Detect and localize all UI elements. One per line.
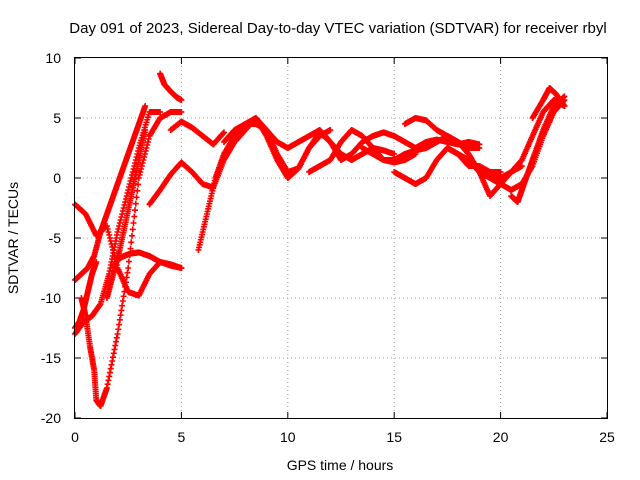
- ticks: 0 5 10 15 20 25 -20 -15 -10 -5 0 5 10: [41, 50, 615, 445]
- data-point: [142, 103, 149, 109]
- y-axis-label: SDTVAR / TECUs: [5, 182, 21, 294]
- data-point: [561, 103, 568, 109]
- data-point: [391, 151, 398, 157]
- series-s7: [110, 249, 185, 271]
- series-s12: [220, 121, 398, 163]
- y-tick-label: 5: [53, 110, 61, 126]
- series-s20: [529, 85, 568, 121]
- data-point: [134, 187, 141, 194]
- data-point: [178, 97, 185, 103]
- data-point: [125, 258, 132, 265]
- y-tick-label: 0: [53, 170, 61, 186]
- data-point: [220, 129, 227, 136]
- series-s9: [157, 70, 185, 103]
- data-point: [132, 200, 139, 207]
- data-point: [129, 232, 135, 239]
- data-point: [135, 181, 142, 188]
- data-point: [130, 220, 137, 226]
- data-point: [131, 213, 138, 220]
- plot-frame: [74, 57, 608, 419]
- data-point: [518, 163, 525, 169]
- series-s6: [103, 127, 149, 301]
- y-tick-label: -5: [49, 230, 62, 246]
- x-tick-label: 15: [386, 429, 402, 445]
- x-tick-label: 25: [599, 429, 615, 445]
- series-s4: [78, 109, 185, 409]
- data-point: [157, 109, 164, 115]
- chart-title: Day 091 of 2023, Sidereal Day-to-day VTE…: [69, 20, 606, 37]
- x-axis-label: GPS time / hours: [287, 457, 394, 473]
- series-s2: [72, 103, 149, 283]
- data-point: [133, 194, 140, 201]
- data-point: [327, 127, 334, 133]
- y-tick-label: -10: [41, 290, 61, 306]
- series-s19: [508, 93, 568, 205]
- series-group: [72, 70, 568, 409]
- data-point: [476, 145, 483, 151]
- data-point: [132, 207, 139, 214]
- data-point: [93, 259, 100, 265]
- y-tick-label: -15: [41, 350, 61, 366]
- series-s3: [72, 259, 100, 331]
- data-point: [497, 169, 504, 175]
- x-tick-label: 0: [71, 429, 79, 445]
- data-point: [142, 127, 149, 133]
- data-point: [561, 93, 568, 100]
- data-point: [125, 265, 132, 271]
- y-tick-label: -20: [41, 410, 61, 426]
- data-point: [128, 239, 135, 246]
- y-tick-label: 10: [45, 50, 61, 66]
- x-tick-label: 20: [493, 429, 509, 445]
- data-point: [178, 265, 185, 271]
- series-s10: [167, 118, 227, 148]
- x-tick-label: 5: [178, 429, 186, 445]
- x-tick-label: 10: [280, 429, 296, 445]
- data-point: [129, 226, 136, 233]
- data-point: [178, 109, 185, 115]
- series-s16: [401, 115, 483, 151]
